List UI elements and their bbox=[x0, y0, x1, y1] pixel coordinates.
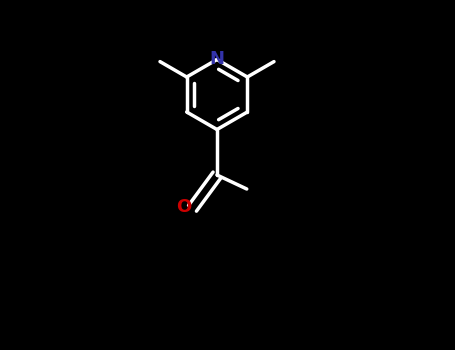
Text: N: N bbox=[209, 50, 224, 69]
Text: O: O bbox=[176, 197, 192, 216]
